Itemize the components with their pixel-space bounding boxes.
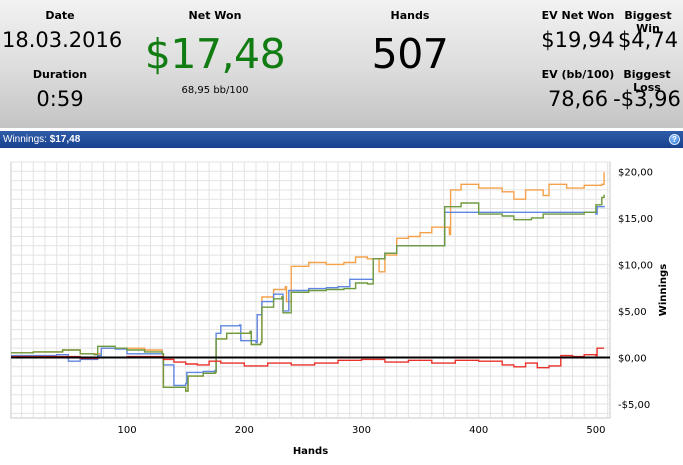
duration-label: Duration bbox=[32, 68, 88, 81]
x-axis-title: Hands bbox=[293, 446, 328, 457]
biggest-loss-value-text: -$3,96 bbox=[613, 87, 681, 111]
series-line-green bbox=[11, 194, 605, 392]
y-tick-label: $0,00 bbox=[618, 353, 647, 364]
biggest-loss-value: -$3,96 bbox=[612, 87, 682, 111]
date-value-text: 18.03.2016 bbox=[2, 28, 123, 52]
duration-stat: Duration bbox=[10, 68, 110, 81]
series-line-red bbox=[11, 347, 605, 369]
title-prefix: Winnings: bbox=[3, 134, 47, 145]
biggest-loss-label: Biggest Loss bbox=[623, 68, 671, 94]
stats-panel: Date 18.03.2016 Duration 0:59 Net Won $1… bbox=[0, 0, 683, 128]
x-tick-label: 300 bbox=[352, 425, 371, 436]
y-tick-label: -$5,00 bbox=[618, 400, 650, 411]
winnings-chart: -$5,00 $0,00 $5,00 $10,00 $15,00 $20,00 100 200… bbox=[0, 148, 683, 465]
x-tick-label: 400 bbox=[469, 425, 488, 436]
ev-net-won-label: EV Net Won bbox=[541, 9, 615, 22]
ev-bb-value-text: 78,66 bbox=[547, 87, 609, 111]
y-tick-label: $5,00 bbox=[618, 307, 647, 318]
title-value: $17,48 bbox=[49, 134, 81, 145]
date-stat: Date bbox=[18, 9, 102, 22]
duration-value: 0:59 bbox=[10, 87, 110, 111]
net-won-sub: 68,95 bb/100 bbox=[145, 85, 285, 96]
y-tick-label: $20,00 bbox=[618, 167, 653, 178]
net-won-label: Net Won bbox=[188, 9, 242, 22]
x-tick-label: 200 bbox=[235, 425, 254, 436]
ev-bb-stat: EV (bb/100) bbox=[538, 68, 618, 81]
winnings-title-bar: Winnings: $17,48 ? bbox=[0, 131, 683, 148]
biggest-win-label: Biggest Win bbox=[624, 9, 672, 35]
duration-value-text: 0:59 bbox=[36, 87, 84, 111]
hands-value-text: 507 bbox=[371, 30, 449, 78]
ev-net-won-value: $19,94 bbox=[534, 28, 622, 52]
hands-label: Hands bbox=[390, 9, 430, 22]
biggest-loss-stat: Biggest Loss bbox=[612, 68, 682, 94]
net-won-value: $17,48 bbox=[135, 30, 295, 78]
ev-net-won-value-text: $19,94 bbox=[541, 28, 615, 52]
y-axis-title: Winnings bbox=[658, 264, 669, 316]
y-tick-label: $15,00 bbox=[618, 214, 653, 225]
help-icon[interactable]: ? bbox=[669, 134, 680, 145]
hands-stat: Hands bbox=[360, 9, 460, 22]
y-tick-label: $10,00 bbox=[618, 260, 653, 271]
date-value: 18.03.2016 bbox=[2, 28, 123, 52]
x-tick-label: 100 bbox=[118, 425, 137, 436]
ev-bb-label: EV (bb/100) bbox=[541, 68, 615, 81]
ev-net-won-stat: EV Net Won bbox=[538, 9, 618, 22]
net-won-stat: Net Won bbox=[145, 9, 285, 22]
biggest-win-value: $4,74 bbox=[616, 28, 680, 52]
winnings-chart-svg: -$5,00 $0,00 $5,00 $10,00 $15,00 $20,00 100 200… bbox=[10, 161, 669, 457]
x-tick-label: 500 bbox=[586, 425, 605, 436]
biggest-win-stat: Biggest Win bbox=[614, 9, 682, 35]
biggest-win-value-text: $4,74 bbox=[617, 28, 679, 52]
net-won-bb-text: 68,95 bb/100 bbox=[181, 85, 249, 96]
net-won-value-text: $17,48 bbox=[144, 30, 286, 78]
ev-bb-value: 78,66 bbox=[540, 87, 616, 111]
date-label: Date bbox=[45, 9, 75, 22]
hands-value: 507 bbox=[340, 30, 480, 78]
